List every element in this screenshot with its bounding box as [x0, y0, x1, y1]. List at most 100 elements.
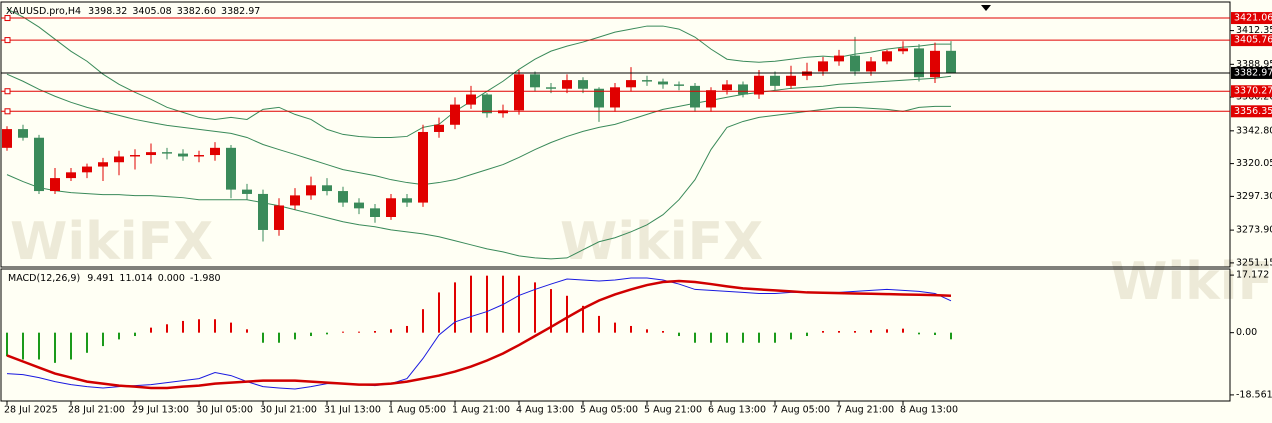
- watermark: WikiFX: [1110, 252, 1272, 312]
- histogram-bar: [742, 332, 744, 343]
- candle-body: [850, 55, 860, 72]
- candle-body: [178, 153, 188, 157]
- histogram-bar: [262, 332, 264, 343]
- readout-open: 3398.32: [88, 6, 127, 17]
- histogram-bar: [806, 332, 808, 337]
- histogram-bar: [758, 332, 760, 343]
- candle-body: [690, 85, 700, 108]
- candle-body: [530, 74, 540, 88]
- candle-body: [722, 84, 732, 91]
- candle-body: [434, 124, 444, 132]
- price-panel-frame: [0, 1, 1231, 268]
- candle-body: [66, 172, 76, 179]
- candle-body: [114, 156, 124, 163]
- band-line: [6, 8, 951, 138]
- candle-body: [674, 84, 684, 86]
- candle-body: [946, 50, 956, 73]
- bid-label: 3382.97: [1234, 67, 1272, 78]
- x-tick-label: 30 Jul 21:00: [260, 405, 317, 416]
- y-tick-label: 3320.05: [1236, 158, 1272, 169]
- level-anchor: [4, 15, 11, 22]
- histogram-bar: [710, 332, 712, 343]
- level-label: 3356.35: [1234, 106, 1272, 117]
- histogram-bar: [214, 319, 216, 333]
- candle-body: [130, 155, 140, 157]
- x-tick-label: 31 Jul 13:00: [324, 405, 381, 416]
- y-tick-label: 3412.35: [1236, 25, 1272, 36]
- candle-body: [642, 80, 652, 82]
- histogram-bar: [70, 332, 72, 360]
- histogram-bar: [486, 275, 488, 333]
- histogram-bar: [438, 292, 440, 333]
- macd-title: MACD(12,26,9) 9.491 11.014 0.000 -1.980: [8, 273, 221, 284]
- candle-body: [802, 71, 812, 76]
- candle-body: [786, 75, 796, 86]
- level-anchor: [4, 37, 11, 44]
- level-label: 3370.27: [1234, 86, 1272, 97]
- histogram-bar: [870, 329, 872, 333]
- histogram-bar: [406, 325, 408, 333]
- histogram-bar: [694, 332, 696, 343]
- x-tick-label: 4 Aug 13:00: [516, 405, 574, 416]
- candle-body: [194, 155, 204, 157]
- readout-signal: 11.014: [119, 273, 152, 284]
- candle-body: [562, 80, 572, 89]
- level-anchor: [4, 88, 11, 95]
- histogram-bar: [326, 332, 328, 335]
- level-box: [1231, 85, 1272, 98]
- candle-body: [146, 152, 156, 156]
- readout-extra: 0.000: [158, 273, 185, 284]
- histogram-bar: [342, 331, 344, 333]
- histogram-bar: [470, 275, 472, 333]
- candle-body: [306, 185, 316, 196]
- candle-body: [498, 110, 508, 114]
- candle-body: [898, 48, 908, 52]
- candle-body: [594, 88, 604, 108]
- candle-body: [338, 191, 348, 203]
- watermark: WikiFX: [10, 212, 213, 272]
- candle-body: [226, 147, 236, 190]
- y-tick-label: 3297.30: [1236, 191, 1272, 202]
- candle-body: [210, 147, 220, 156]
- candle-body: [402, 198, 412, 203]
- readout-low: 3382.60: [177, 6, 216, 17]
- readout-high: 3405.08: [132, 6, 171, 17]
- candle-body: [290, 195, 300, 206]
- histogram-bar: [518, 275, 520, 333]
- level-box: [1231, 105, 1272, 118]
- candle-body: [482, 94, 492, 114]
- candle-body: [2, 129, 12, 148]
- candle-body: [578, 80, 588, 89]
- histogram-bar: [38, 332, 40, 360]
- readout-main: 9.491: [87, 273, 114, 284]
- y-tick-label: 17.172: [1236, 270, 1269, 281]
- y-tick-label: 0.00: [1236, 327, 1257, 338]
- candle-body: [370, 208, 380, 217]
- x-tick-label: 8 Aug 13:00: [900, 405, 958, 416]
- level-box: [1231, 34, 1272, 47]
- histogram-bar: [6, 332, 8, 357]
- candle-body: [834, 55, 844, 62]
- candle-body: [754, 75, 764, 95]
- x-tick-label: 1 Aug 21:00: [452, 405, 510, 416]
- histogram-bar: [310, 332, 312, 337]
- candle-body: [34, 137, 44, 192]
- level-box: [1231, 12, 1272, 25]
- histogram-bar: [726, 332, 728, 343]
- y-tick-label: 3251.15: [1236, 257, 1272, 268]
- y-tick-label: -18.561: [1236, 389, 1272, 400]
- level-anchor: [4, 108, 11, 115]
- plot: 3412.353388.953366.203342.803320.053297.…: [1, 8, 1272, 416]
- histogram-bar: [118, 332, 120, 340]
- candle-body: [770, 75, 780, 86]
- x-tick-label: 30 Jul 05:00: [196, 405, 253, 416]
- x-tick-label: 7 Aug 21:00: [836, 405, 894, 416]
- histogram-bar: [230, 322, 232, 333]
- candle-body: [18, 129, 28, 138]
- histogram-bar: [918, 332, 920, 335]
- x-tick-label: 6 Aug 13:00: [708, 405, 766, 416]
- candle-body: [738, 84, 748, 95]
- candle-body: [930, 50, 940, 78]
- candle-body: [386, 198, 396, 217]
